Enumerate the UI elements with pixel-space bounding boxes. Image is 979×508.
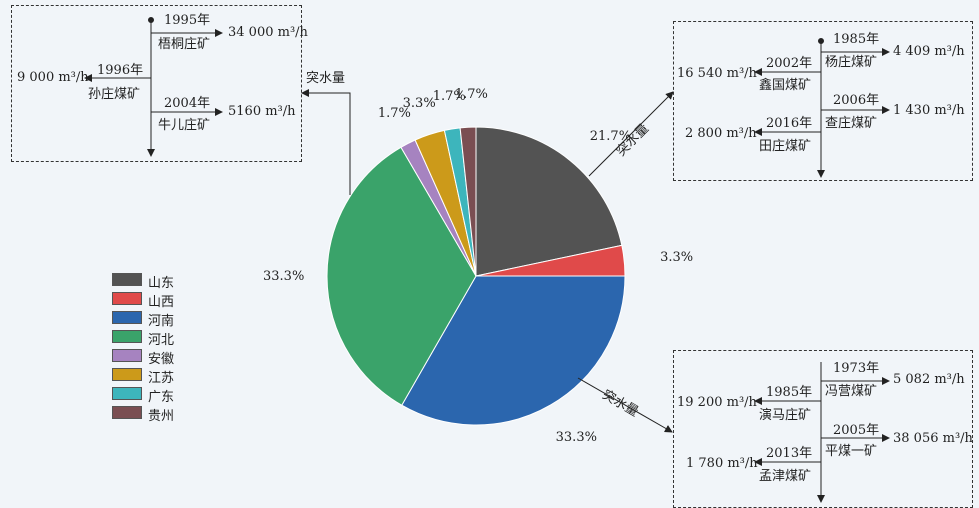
mine-label: 孙庄煤矿 (88, 87, 141, 102)
mine-label: 牛儿庄矿 (158, 118, 211, 133)
year-label: 1995年 (164, 13, 211, 28)
slice-value-label: 1.7% (377, 105, 411, 121)
mine-label: 平煤一矿 (825, 444, 878, 459)
legend-label: 贵州 (148, 409, 175, 424)
mine-label: 田庄煤矿 (759, 139, 812, 154)
slice-value-label: 1.7% (432, 89, 466, 105)
year-label: 2002年 (766, 56, 813, 71)
year-label: 2006年 (833, 93, 880, 108)
connector-bottom-right (577, 377, 673, 433)
legend-label: 河南 (148, 314, 175, 329)
legend-swatch (112, 349, 142, 362)
slice-value-label: 33.3% (555, 430, 597, 445)
legend-swatch (112, 273, 142, 286)
legend-label: 河北 (148, 333, 175, 348)
inrush-value: 5160 m³/h (228, 104, 296, 119)
mine-label: 杨庄煤矿 (825, 55, 878, 70)
inrush-value: 4 409 m³/h (893, 44, 965, 59)
callout-box-top-right (673, 21, 973, 181)
slice-value-label: 21.7% (589, 129, 632, 145)
legend-swatch (112, 387, 142, 400)
legend-label: 山西 (148, 295, 175, 310)
inrush-value: 16 540 m³/h (677, 66, 757, 81)
legend-swatch (112, 292, 142, 305)
pie-slice (459, 126, 477, 277)
legend-label: 山东 (148, 276, 175, 291)
slice-value-label: 1.7% (454, 87, 488, 103)
year-label: 1985年 (766, 385, 813, 400)
slice-value-label: 3.3% (402, 95, 436, 111)
slice-value-label: 3.3% (660, 250, 694, 266)
inrush-value: 2 800 m³/h (685, 126, 757, 141)
inrush-value: 38 056 m³/h (893, 431, 973, 446)
mine-label: 演马庄矿 (759, 408, 812, 423)
legend-label: 广东 (148, 390, 175, 405)
pie-slice (326, 146, 477, 406)
mine-label: 冯营煤矿 (825, 384, 878, 399)
legend-label: 安徽 (148, 352, 175, 367)
legend-label: 江苏 (148, 371, 175, 386)
year-label: 2004年 (164, 96, 211, 111)
pie-slice (401, 275, 626, 426)
mine-label: 梧桐庄矿 (158, 37, 211, 52)
legend-swatch (112, 330, 142, 343)
connector-left (301, 89, 351, 195)
year-label: 1996年 (97, 63, 144, 78)
legend-swatch (112, 406, 142, 419)
connector-top-right (588, 91, 674, 177)
mine-label: 鑫国煤矿 (759, 78, 812, 93)
inrush-value: 1 780 m³/h (686, 456, 758, 471)
inrush-value: 1 430 m³/h (893, 103, 965, 118)
callout-box-left (11, 5, 302, 162)
inrush-value: 9 000 m³/h (17, 70, 89, 85)
year-label: 1973年 (833, 361, 880, 376)
pie-slice (475, 126, 623, 277)
mine-label: 孟津煤矿 (759, 469, 812, 484)
year-label: 2013年 (766, 446, 813, 461)
year-label: 2005年 (833, 423, 880, 438)
mine-label: 查庄煤矿 (825, 116, 878, 131)
legend-swatch (112, 368, 142, 381)
year-label: 2016年 (766, 116, 813, 131)
slice-value-label: 33.3% (263, 268, 305, 284)
inrush-value: 34 000 m³/h (228, 25, 308, 40)
year-label: 1985年 (833, 32, 880, 47)
arrow-label-left: 突水量 (306, 71, 346, 86)
legend-swatch (112, 311, 142, 324)
inrush-value: 5 082 m³/h (893, 372, 965, 387)
inrush-value: 19 200 m³/h (677, 395, 757, 410)
